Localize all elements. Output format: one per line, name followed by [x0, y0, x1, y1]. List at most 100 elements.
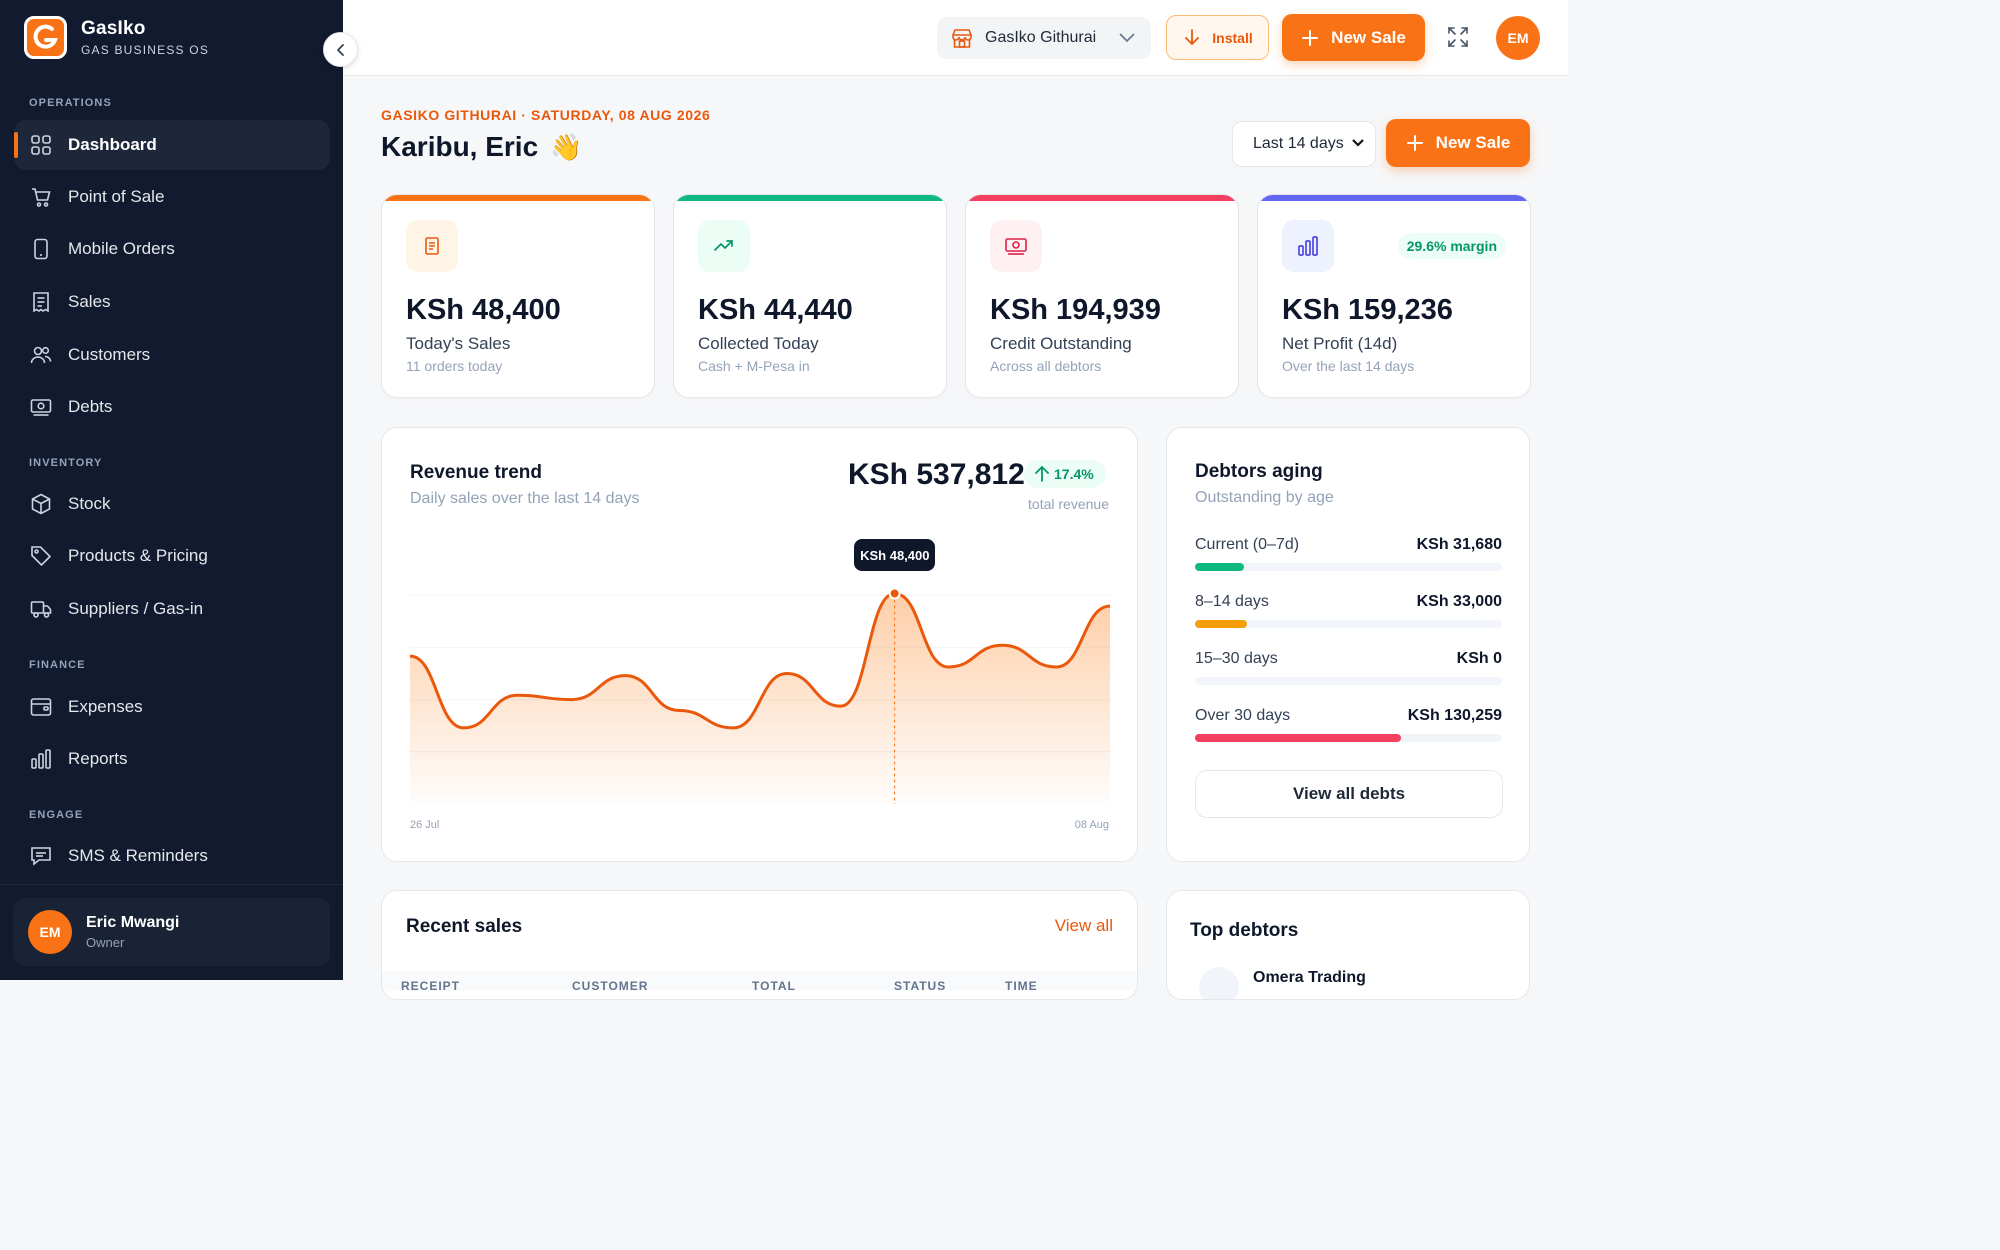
chart-tooltip: KSh 48,400: [854, 539, 936, 572]
stat-card-todays-sales[interactable]: KSh 48,400 Today's Sales 11 orders today: [381, 194, 655, 398]
sidebar-item-dashboard[interactable]: Dashboard: [14, 120, 330, 170]
section-operations: OPERATIONS: [29, 97, 112, 109]
revenue-total: KSh 537,812: [848, 458, 1025, 491]
tag-icon: [31, 546, 52, 567]
stat-card-collected-today[interactable]: KSh 44,440 Collected Today Cash + M-Pesa…: [673, 194, 947, 398]
page-title: Karibu, Eric 👋: [381, 131, 583, 163]
wallet-icon: [30, 698, 52, 716]
card-subtitle: Daily sales over the last 14 days: [410, 490, 640, 507]
sidebar-item-customers[interactable]: Customers: [14, 330, 330, 380]
card-title: Revenue trend: [410, 462, 542, 483]
section-finance: FINANCE: [29, 659, 86, 671]
arrow-up-icon: [1035, 465, 1049, 482]
stat-sub: Across all debtors: [990, 358, 1102, 374]
sidebar-item-label: Dashboard: [68, 135, 157, 154]
sidebar-item-mobile-orders[interactable]: Mobile Orders: [14, 224, 330, 274]
user-name: Eric Mwangi: [86, 914, 180, 931]
aging-value: KSh 130,259: [1407, 707, 1502, 724]
wave-emoji: 👋: [550, 131, 583, 162]
phone-icon: [34, 238, 48, 260]
plus-icon: [1406, 135, 1423, 151]
top-header: GasIko Githurai Install New Sale EM: [343, 0, 1568, 76]
chevron-left-icon: [336, 43, 344, 56]
debtor-name[interactable]: Omera Trading: [1253, 969, 1366, 986]
aging-value: KSh 33,000: [1416, 593, 1502, 610]
sidebar-item-stock[interactable]: Stock: [14, 479, 330, 529]
stat-label: Credit Outstanding: [990, 334, 1132, 353]
aging-track: [1195, 563, 1502, 571]
aging-label: Over 30 days: [1195, 707, 1291, 724]
sidebar-item-label: Products & Pricing: [68, 546, 208, 565]
aging-track: [1195, 620, 1502, 628]
sidebar-item-sales[interactable]: Sales: [14, 277, 330, 327]
sidebar-item-debts[interactable]: Debts: [14, 382, 330, 432]
aging-value: KSh 31,680: [1416, 536, 1502, 553]
plus-icon: [1302, 29, 1319, 46]
chevron-down-icon: [1119, 33, 1135, 43]
aging-track: [1195, 734, 1502, 742]
aging-fill: [1195, 563, 1245, 571]
avatar: EM: [28, 910, 72, 954]
sidebar-item-expenses[interactable]: Expenses: [14, 682, 330, 732]
card-title: Top debtors: [1190, 920, 1299, 941]
sidebar-item-label: Point of Sale: [68, 187, 165, 206]
date-range-select[interactable]: Last 14 days: [1232, 121, 1376, 167]
sidebar-item-products-pricing[interactable]: Products & Pricing: [14, 531, 330, 581]
card-accent: [966, 195, 1238, 201]
brand[interactable]: GasIko GAS BUSINESS OS: [24, 16, 209, 59]
stat-value: KSh 159,236: [1282, 294, 1453, 326]
card-accent: [382, 195, 654, 201]
section-inventory: INVENTORY: [29, 457, 103, 469]
bar-chart-icon: [31, 749, 51, 769]
download-icon: [1185, 28, 1200, 45]
new-sale-label: New Sale: [1331, 27, 1406, 47]
date-range-value: Last 14 days: [1253, 135, 1344, 152]
x-axis-end: 08 Aug: [1074, 819, 1109, 831]
stat-value: KSh 44,440: [698, 294, 853, 326]
stat-label: Today's Sales: [406, 334, 511, 353]
header-avatar[interactable]: EM: [1496, 16, 1540, 60]
x-axis-start: 26 Jul: [410, 819, 440, 831]
users-icon: [30, 346, 52, 364]
sidebar-item-point-of-sale[interactable]: Point of Sale: [14, 172, 330, 222]
stat-label: Net Profit (14d): [1282, 334, 1398, 353]
stat-label: Collected Today: [698, 334, 819, 353]
aging-label: 15–30 days: [1195, 650, 1278, 667]
sidebar-item-label: Customers: [68, 345, 151, 364]
aging-row-15-30: 15–30 days KSh 0: [1195, 650, 1502, 685]
collapse-sidebar-button[interactable]: [323, 32, 358, 67]
branch-selector[interactable]: GasIko Githurai: [937, 17, 1151, 59]
grid-icon: [31, 135, 51, 155]
user-profile[interactable]: EM Eric Mwangi Owner: [13, 898, 330, 966]
data-point[interactable]: [888, 587, 901, 600]
column-time: TIME: [1005, 979, 1038, 993]
view-all-debts-button[interactable]: View all debts: [1195, 770, 1503, 818]
aging-fill: [1195, 620, 1248, 628]
stat-card-net-profit[interactable]: 29.6% margin KSh 159,236 Net Profit (14d…: [1257, 194, 1531, 398]
new-sale-button[interactable]: New Sale: [1386, 119, 1530, 167]
stat-card-credit-outstanding[interactable]: KSh 194,939 Credit Outstanding Across al…: [965, 194, 1239, 398]
sidebar-item-label: SMS & Reminders: [68, 846, 208, 865]
sidebar-item-label: Debts: [68, 397, 113, 416]
margin-badge: 29.6% margin: [1397, 233, 1506, 259]
receipt-icon: [406, 220, 458, 272]
revenue-change-badge: 17.4%: [1024, 460, 1106, 488]
sidebar-item-suppliers[interactable]: Suppliers / Gas-in: [14, 584, 330, 634]
stat-value: KSh 194,939: [990, 294, 1161, 326]
cash-icon: [990, 220, 1042, 272]
box-icon: [31, 493, 51, 515]
aging-label: 8–14 days: [1195, 593, 1269, 610]
revenue-area: [410, 593, 1110, 804]
aging-track: [1195, 677, 1502, 685]
view-all-sales-link[interactable]: View all: [1054, 916, 1113, 935]
top-debtors-card: Top debtors Omera Trading: [1166, 890, 1530, 1000]
install-label: Install: [1212, 29, 1253, 46]
sidebar-item-reports[interactable]: Reports: [14, 734, 330, 784]
install-button[interactable]: Install: [1166, 15, 1269, 60]
sidebar-item-sms-reminders[interactable]: SMS & Reminders: [14, 831, 330, 881]
fullscreen-icon[interactable]: [1447, 26, 1469, 48]
branch-name: GasIko Githurai: [985, 29, 1097, 46]
new-sale-label: New Sale: [1435, 133, 1511, 152]
divider: [0, 884, 343, 885]
header-new-sale-button[interactable]: New Sale: [1282, 14, 1425, 61]
